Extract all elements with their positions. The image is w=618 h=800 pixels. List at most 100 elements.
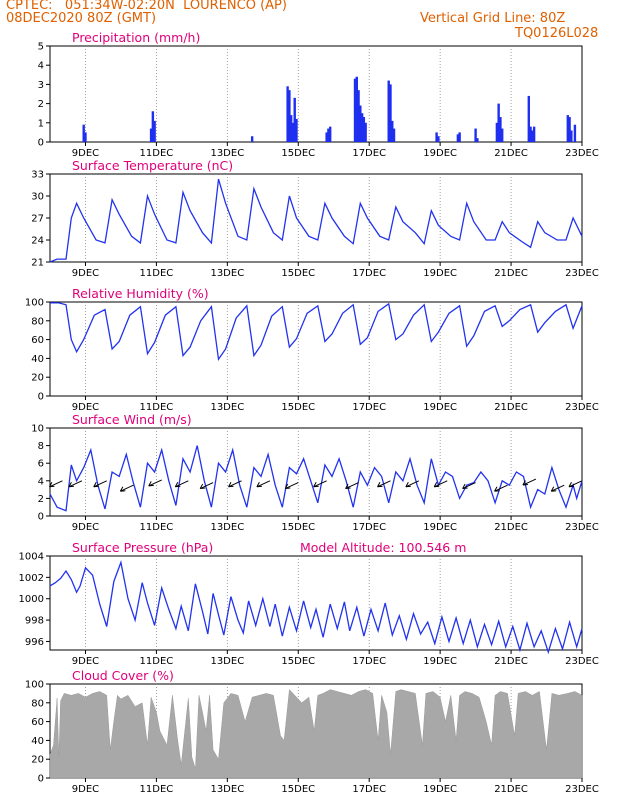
precip-bar-1 [84,132,87,142]
wind-arrow-head-2 [93,482,99,488]
x-tick-label-5-5: 19DEC [423,784,457,795]
x-tick-label-5-1: 11DEC [140,784,174,795]
wind-arrow-9 [285,482,299,490]
wind-arrow-head-10 [313,482,319,488]
series-line-2 [50,302,583,362]
x-tick-label-0-3: 15DEC [281,148,315,159]
precip-bar-15 [353,78,357,142]
y-tick-label-3-5: 10 [31,424,44,435]
x-tick-label-1-1: 11DEC [140,268,174,279]
precip-bar-21 [364,122,367,142]
x-tick-label-5-4: 17DEC [352,784,386,795]
wind-arrow-17 [522,478,537,486]
wind-arrow-10 [313,480,327,488]
x-tick-label-0-1: 11DEC [140,148,174,159]
x-tick-label-5-2: 13DEC [210,784,244,795]
wind-arrow-head-9 [284,483,291,490]
header-station-line: CPTEC: 051:34W-02:20N LOURENCO (AP) [6,0,287,13]
precip-bar-5 [250,136,254,142]
wind-arrow-7 [228,480,242,488]
precip-bar-23 [389,84,392,142]
precip-bar-30 [474,128,477,142]
x-tick-label-4-0: 9DEC [72,656,99,667]
y-tick-label-4-3: 1002 [19,573,44,584]
y-tick-label-2-2: 40 [31,354,44,365]
header-date-line: 08DEC2020 80Z (GMT) [6,11,157,26]
panel-frame-3 [49,427,583,517]
precip-bar-32 [495,122,499,142]
wind-arrow-18 [551,484,565,492]
wind-arrow-15 [462,482,476,490]
x-tick-label-1-6: 21DEC [494,268,528,279]
wind-arrow-head-11 [345,483,351,490]
x-tick-label-3-0: 9DEC [72,522,99,533]
panel-title-5: Cloud Cover (%) [72,668,174,683]
y-tick-label-0-3: 3 [38,80,44,91]
y-tick-label-0-5: 5 [38,42,44,53]
precip-bar-29 [458,132,461,142]
precip-bar-19 [360,113,364,142]
wind-arrow-head-1 [68,482,74,488]
precip-bar-6 [286,86,289,142]
precip-bar-36 [527,95,530,142]
x-tick-label-4-3: 15DEC [281,656,315,667]
wind-arrow-head-18 [550,486,557,492]
x-tick-label-4-6: 21DEC [494,656,528,667]
wind-arrow-12 [377,480,391,488]
precip-bar-26 [435,132,438,142]
y-tick-label-3-2: 4 [38,476,44,487]
x-tick-label-4-4: 17DEC [352,656,386,667]
wind-arrow-8 [256,480,271,488]
x-tick-label-1-3: 15DEC [281,268,315,279]
x-tick-label-4-2: 13DEC [210,656,244,667]
y-tick-label-3-1: 2 [38,494,44,505]
precip-bar-16 [355,76,358,142]
x-tick-label-3-6: 21DEC [494,522,528,533]
x-tick-label-5-7: 23DEC [565,784,599,795]
wind-arrow-13 [405,480,420,488]
x-tick-label-2-0: 9DEC [72,402,99,413]
precip-bar-7 [288,90,291,142]
cloud-cover-area [49,689,583,779]
y-tick-label-4-2: 1000 [19,594,44,605]
precip-bar-13 [327,128,330,142]
precip-bar-33 [497,103,500,142]
panel-frame-1 [49,173,583,263]
x-tick-label-4-1: 11DEC [140,656,174,667]
y-tick-label-5-5: 100 [25,680,44,691]
wind-arrow-6 [199,482,214,490]
precip-bar-27 [437,136,440,142]
precip-bar-43 [573,124,577,142]
x-tick-label-2-7: 23DEC [565,402,599,413]
panel-title-3: Surface Wind (m/s) [72,412,192,427]
y-tick-label-5-4: 80 [31,698,44,709]
precip-bar-18 [359,105,362,142]
y-tick-label-4-1: 998 [25,616,44,627]
precip-bar-35 [501,128,504,142]
x-tick-label-5-6: 21DEC [494,784,528,795]
wind-arrow-14 [434,480,448,488]
precip-bar-41 [568,117,571,142]
x-tick-label-3-3: 15DEC [281,522,315,533]
x-tick-label-0-2: 13DEC [210,148,244,159]
wind-arrow-head-4 [148,481,154,487]
y-tick-label-5-2: 40 [31,736,44,747]
wind-arrow-11 [345,482,359,490]
precip-bar-24 [391,120,394,142]
panel-title-2: Relative Humidity (%) [72,286,209,301]
x-tick-label-0-5: 19DEC [423,148,457,159]
wind-arrow-16 [494,484,508,492]
x-tick-label-5-0: 9DEC [72,784,99,795]
y-tick-label-2-1: 20 [31,373,44,384]
precip-bar-17 [357,90,360,142]
panel-title-1: Surface Temperature (nC) [72,158,233,173]
x-tick-label-3-5: 19DEC [423,522,457,533]
panel-frame-0 [49,45,583,143]
precip-bar-10 [293,97,296,142]
y-tick-label-1-3: 30 [31,192,44,203]
wind-arrow-5 [175,480,189,488]
x-tick-label-3-2: 13DEC [210,522,244,533]
wind-arrow-head-14 [433,482,440,488]
precip-bar-0 [82,124,85,142]
x-tick-label-2-4: 17DEC [352,402,386,413]
